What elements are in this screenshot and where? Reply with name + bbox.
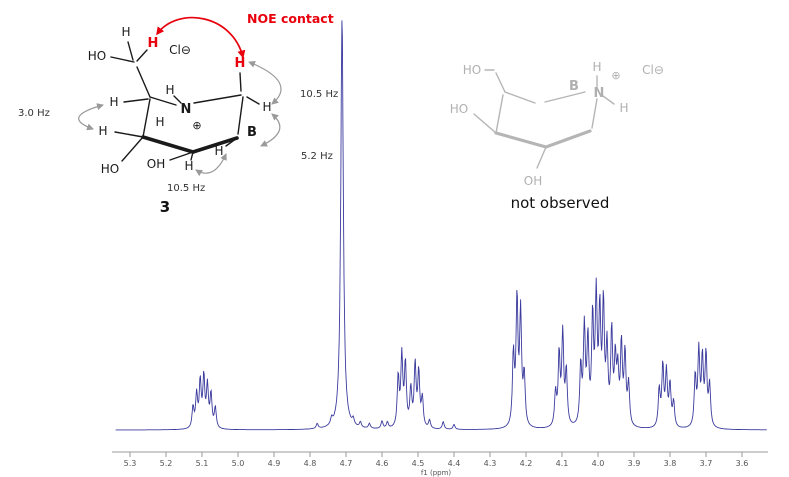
- axis-tick-label: 4.7: [340, 459, 353, 468]
- axis-tick-label: 4.0: [592, 459, 605, 468]
- bond: [173, 95, 182, 104]
- structure-compound-3: H H HO Cl⊖ H H H N H ⊕ H B H H H OH HO 3…: [18, 11, 338, 216]
- noe-arrow: [156, 16, 246, 59]
- h-label: H: [619, 101, 628, 115]
- x-axis-label: f1 (ppm): [421, 469, 452, 477]
- chloride-label: Cl⊖: [169, 43, 191, 57]
- coupling-arc: [78, 103, 104, 131]
- axis-tick-label: 4.8: [304, 459, 317, 468]
- bond: [136, 66, 151, 98]
- bond: [239, 72, 242, 92]
- coupling-label-3-0hz: 3.0 Hz: [18, 108, 50, 119]
- bond: [121, 136, 144, 162]
- plus-charge: ⊕: [192, 119, 201, 132]
- axis-tick-label: 4.6: [376, 459, 389, 468]
- axis-tick-label: 5.1: [196, 459, 209, 468]
- bond-front: [494, 131, 548, 149]
- h-label: H: [155, 115, 164, 129]
- axis-tick-label: 5.3: [124, 459, 137, 468]
- h-label: H: [165, 83, 174, 97]
- ho-label: HO: [450, 102, 468, 116]
- bond: [136, 49, 148, 62]
- bond: [495, 72, 506, 93]
- axis-tick-label: 3.9: [628, 459, 641, 468]
- bond: [495, 94, 504, 134]
- h-label: H: [98, 124, 107, 138]
- coupling-label-5-2hz: 5.2 Hz: [301, 151, 333, 162]
- h-label: H: [262, 100, 271, 114]
- chloride-label: Cl⊖: [642, 63, 664, 77]
- axis-tick-label: 3.6: [736, 459, 749, 468]
- h-label: H: [184, 159, 193, 173]
- ho-label: HO: [463, 63, 481, 77]
- nitrogen-label: N: [181, 102, 192, 117]
- bond: [544, 91, 586, 103]
- oh-label: OH: [147, 157, 165, 171]
- coupling-arc: [260, 113, 281, 147]
- h-label: H: [214, 144, 223, 158]
- nitrogen-label: N: [594, 86, 605, 101]
- bond: [110, 56, 135, 63]
- axis-tick-label: 4.5: [412, 459, 425, 468]
- axis-tick-label: 3.7: [700, 459, 713, 468]
- noe-contact-label: NOE contact: [247, 11, 334, 26]
- x-axis: 5.3 5.2 5.1 5.0 4.9 4.8 4.7 4.6 4.5 4.4 4.3 4.2 4.1 4…: [112, 451, 768, 477]
- coupling-label-10-5hz-bottom: 10.5 Hz: [167, 183, 205, 194]
- plus-charge: ⊕: [611, 69, 620, 82]
- bond: [591, 98, 598, 129]
- bond: [123, 98, 149, 103]
- bond: [142, 98, 151, 138]
- bond-front: [544, 129, 592, 149]
- nmr-spectrum: 5.3 5.2 5.1 5.0 4.9 4.8 4.7 4.6 4.5 4.4 4.3 4.2 4.1 4…: [112, 20, 768, 477]
- spectrum-trace: [115, 20, 767, 431]
- ho-label: HO: [88, 49, 106, 63]
- compound-number: 3: [160, 198, 170, 216]
- h-label: H: [121, 25, 130, 39]
- bond: [237, 96, 244, 135]
- axis-tick-label: 4.3: [484, 459, 497, 468]
- proton-b-label: B: [247, 125, 257, 140]
- bond: [225, 137, 238, 147]
- bond: [169, 151, 194, 161]
- coupling-arc: [248, 61, 282, 105]
- not-observed-caption: not observed: [511, 194, 610, 212]
- h-label: H: [109, 95, 118, 109]
- axis-tick-label: 5.0: [232, 459, 245, 468]
- axis-tick-label: 4.2: [520, 459, 533, 468]
- h-label: H: [592, 60, 601, 74]
- axis-tick-label: 4.1: [556, 459, 569, 468]
- bond: [127, 41, 134, 61]
- h-red-ring: H: [235, 56, 246, 71]
- axis-tick-label: 3.8: [664, 459, 677, 468]
- coupling-arc: [195, 153, 227, 177]
- bond: [504, 91, 536, 104]
- structure-not-observed: HO HO OH B N H ⊕ H Cl⊖ not observed: [450, 60, 664, 212]
- bond-front: [191, 136, 239, 154]
- proton-b-label: B: [569, 79, 579, 94]
- bond-front: [141, 135, 195, 154]
- axis-tick-label: 4.4: [448, 459, 461, 468]
- bond: [473, 113, 497, 134]
- axis-tick-label: 5.2: [160, 459, 173, 468]
- bond: [190, 151, 194, 161]
- ho-label: HO: [101, 162, 119, 176]
- bond: [536, 146, 547, 169]
- oh-label: OH: [524, 174, 542, 188]
- bond: [602, 95, 615, 105]
- coupling-label-10-5hz-top: 10.5 Hz: [300, 89, 338, 100]
- axis-tick-label: 4.9: [268, 459, 281, 468]
- h-red-exocyclic: H: [148, 36, 159, 51]
- bond: [114, 131, 144, 138]
- bond: [246, 96, 260, 105]
- bond: [193, 94, 242, 104]
- bond: [149, 96, 177, 106]
